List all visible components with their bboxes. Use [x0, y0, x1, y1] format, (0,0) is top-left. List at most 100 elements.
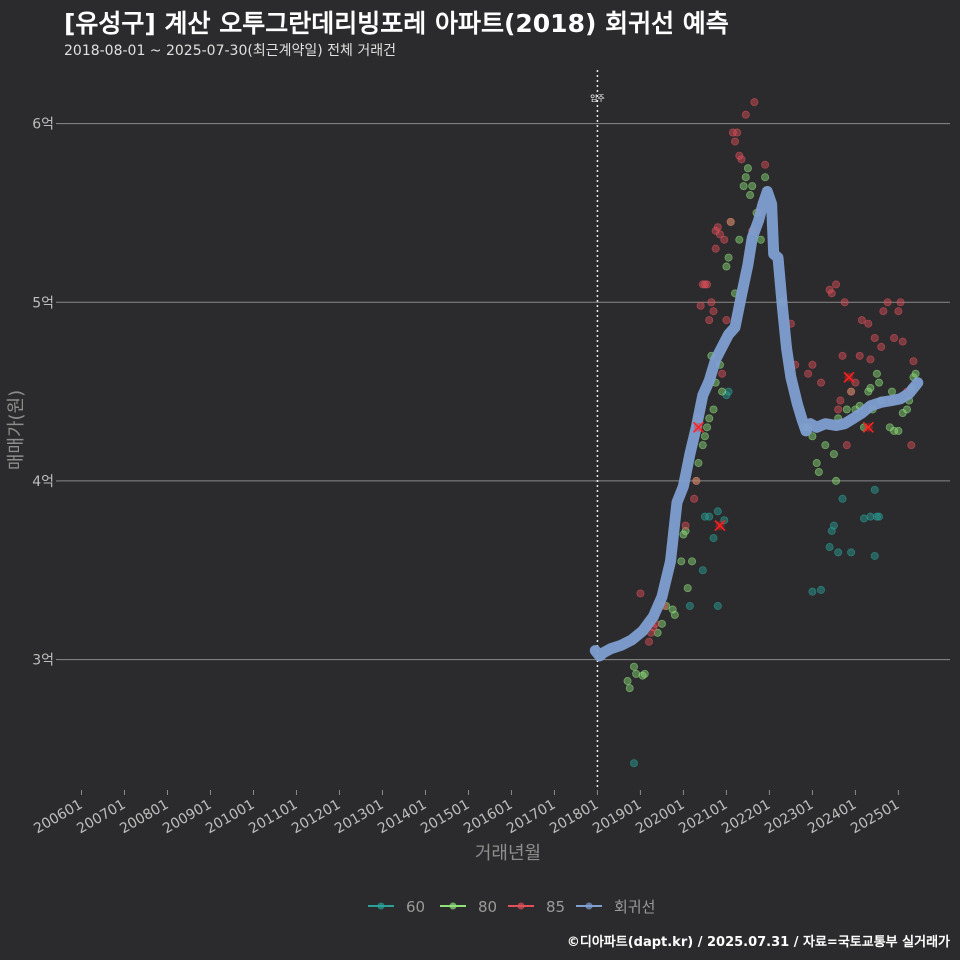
point-80 — [718, 387, 727, 396]
x-tick-label: 200801 — [117, 797, 171, 838]
x-tick-label: 201501 — [418, 797, 472, 838]
point-80 — [894, 426, 903, 435]
point-80 — [814, 467, 823, 476]
point-80 — [808, 432, 817, 441]
point-80 — [875, 378, 884, 387]
point-85 — [645, 637, 654, 646]
point-85 — [898, 337, 907, 346]
legend-key-dot — [517, 902, 525, 910]
point-80 — [821, 441, 830, 450]
point-85 — [855, 351, 864, 360]
legend-label: 회귀선 — [614, 898, 655, 916]
point-85 — [896, 298, 905, 307]
regression-line — [589, 186, 924, 662]
point-60 — [825, 543, 834, 552]
highlight-cross-b — [843, 371, 855, 383]
point-60 — [838, 494, 847, 503]
point-85 — [737, 155, 746, 164]
point-85 — [832, 280, 841, 289]
point-85 — [804, 369, 813, 378]
highlight-cross-b — [692, 421, 705, 433]
point-80 — [688, 557, 697, 566]
point-85 — [842, 441, 851, 450]
point-85 — [720, 235, 729, 244]
move-in-label: 입주 — [590, 94, 605, 103]
point-85 — [703, 280, 712, 289]
x-tick-label: 201401 — [375, 797, 429, 838]
y-axis-ticks: 3억 4억 5억 6억 — [32, 117, 60, 669]
point-85 — [864, 319, 873, 328]
point-85 — [705, 316, 714, 325]
point-85 — [836, 396, 845, 405]
point-80 — [748, 182, 757, 191]
point-60 — [847, 548, 856, 557]
legend-item-4: 회귀선 — [576, 898, 655, 916]
y-tick-label: 4억 — [32, 474, 54, 490]
x-tick-label: 202001 — [633, 797, 687, 838]
point-60 — [698, 566, 707, 575]
point-85 — [711, 244, 720, 253]
x-tick-label: 202201 — [719, 797, 773, 838]
y-tick-label: 5억 — [32, 295, 54, 311]
point-80 — [694, 459, 703, 468]
point-60 — [700, 512, 709, 521]
point-60 — [829, 521, 838, 530]
x-tick-label: 202301 — [762, 797, 816, 838]
point-80 — [677, 557, 686, 566]
point-85 — [692, 476, 701, 485]
point-85 — [698, 280, 707, 289]
point-60 — [705, 512, 714, 521]
point-80 — [640, 669, 649, 678]
point-60 — [685, 601, 694, 610]
point-80 — [657, 619, 666, 628]
point-85 — [866, 355, 875, 364]
point-80 — [623, 677, 632, 686]
point-85 — [879, 307, 888, 316]
point-80 — [700, 432, 709, 441]
point-80 — [703, 423, 712, 432]
point-85 — [883, 298, 892, 307]
point-80 — [735, 235, 744, 244]
point-60 — [870, 551, 879, 560]
legend: 60 80 85 회귀선 — [368, 898, 655, 916]
point-85 — [909, 357, 918, 366]
point-85 — [700, 280, 709, 289]
point-60 — [875, 512, 884, 521]
point-85 — [728, 128, 737, 137]
point-85 — [827, 289, 836, 298]
x-tick-label: 201601 — [461, 797, 515, 838]
point-80 — [842, 405, 851, 414]
point-85 — [718, 369, 727, 378]
point-80 — [761, 173, 770, 182]
x-tick-label: 201701 — [504, 797, 558, 838]
highlight-marker — [714, 520, 726, 532]
point-85 — [890, 333, 899, 342]
y-axis-title: 매매가(원) — [6, 390, 27, 470]
point-85 — [690, 494, 699, 503]
point-80 — [705, 414, 714, 423]
point-80 — [739, 182, 748, 191]
point-60 — [713, 601, 722, 610]
point-85 — [761, 160, 770, 169]
highlight-cross-b — [862, 421, 874, 433]
point-60 — [870, 485, 879, 494]
x-tick-label: 201101 — [246, 797, 300, 838]
point-85 — [636, 589, 645, 598]
x-tick-label: 201201 — [289, 797, 343, 838]
x-tick-label: 201801 — [547, 797, 601, 838]
point-80 — [829, 450, 838, 459]
point-85 — [907, 441, 916, 450]
legend-item-1: 60 — [368, 898, 425, 916]
point-80 — [629, 662, 638, 671]
y-tick-label: 3억 — [32, 653, 54, 669]
point-60 — [808, 587, 817, 596]
point-80 — [683, 584, 692, 593]
x-tick-label: 200701 — [74, 797, 128, 838]
point-60 — [709, 534, 718, 543]
highlight-marker — [862, 421, 874, 433]
regression-line-group — [589, 186, 924, 662]
point-85 — [857, 316, 866, 325]
highlight-marker — [692, 421, 705, 433]
point-80 — [832, 476, 841, 485]
